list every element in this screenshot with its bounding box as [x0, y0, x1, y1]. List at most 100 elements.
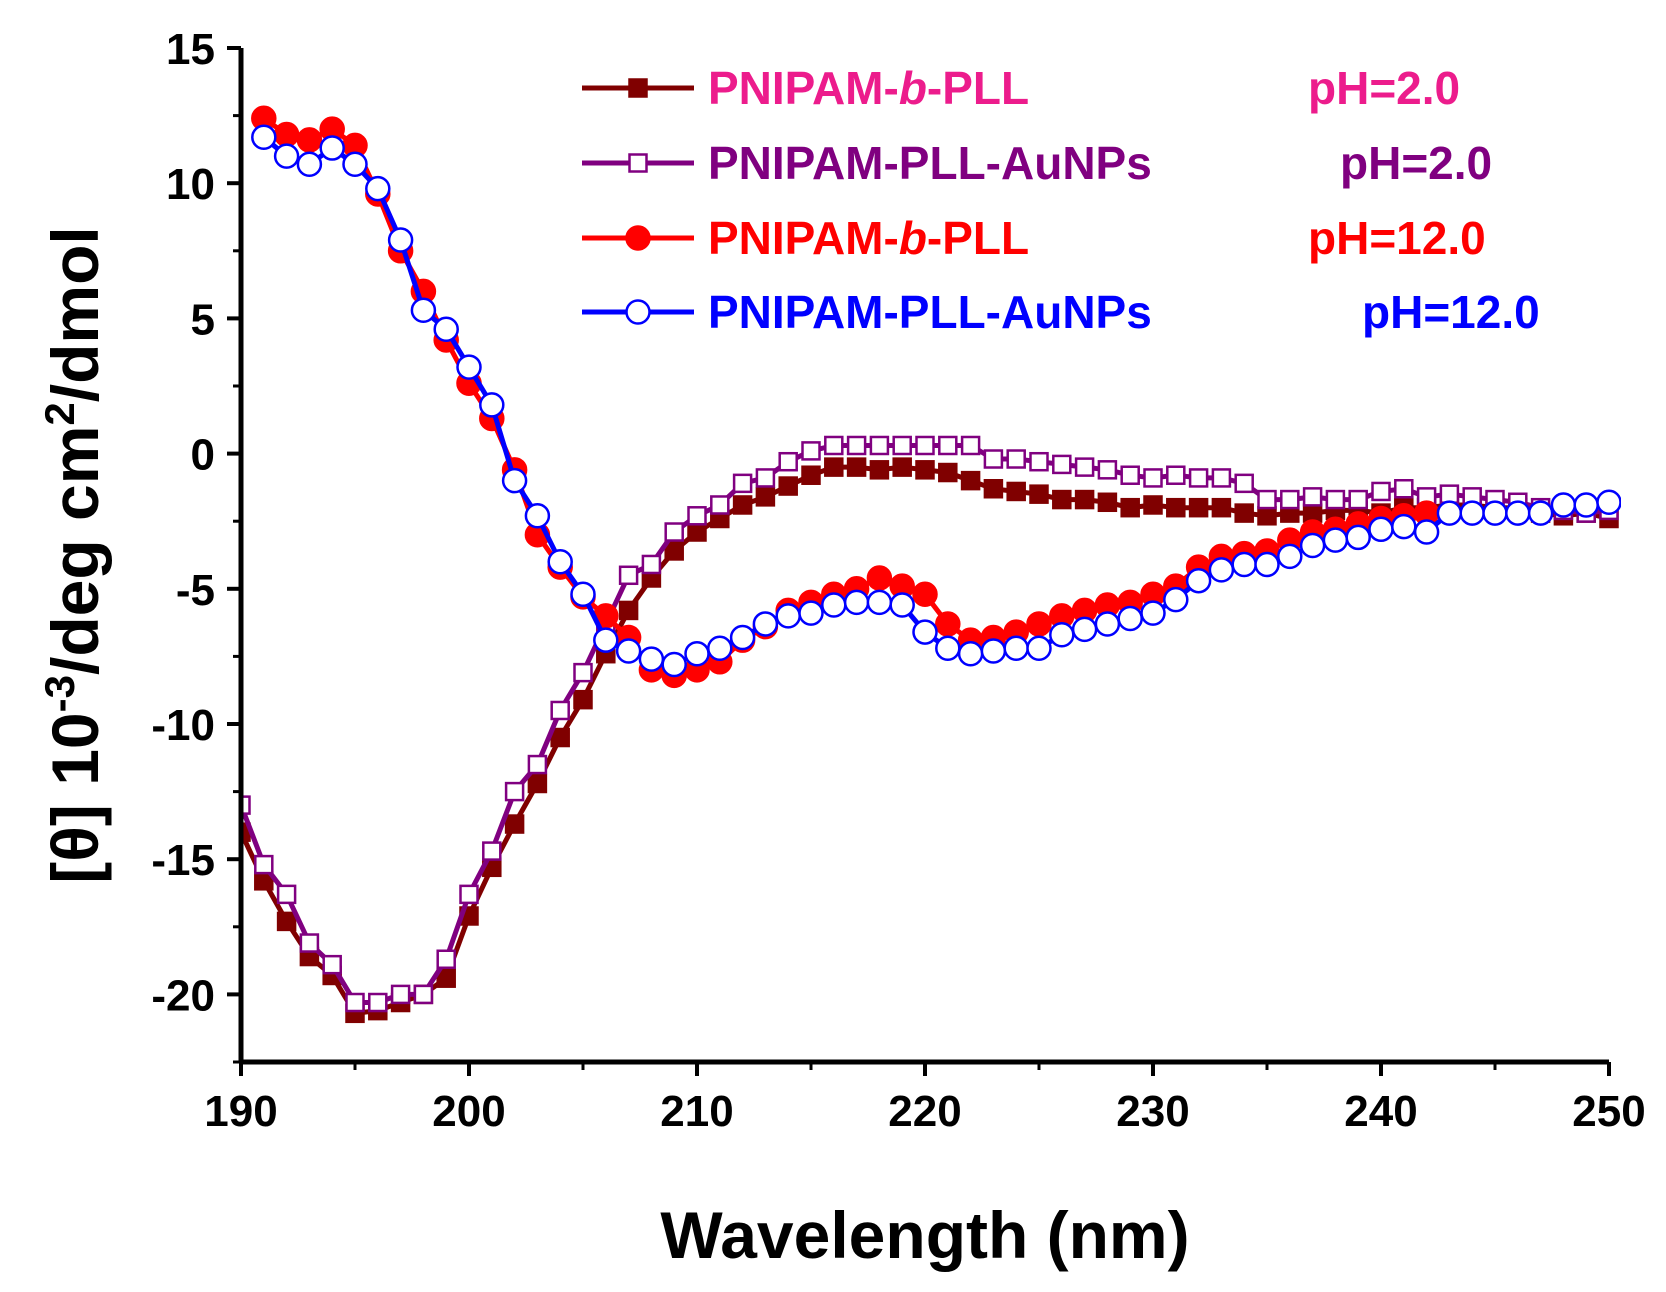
- data-point: [1234, 473, 1254, 494]
- data-point: [1143, 468, 1163, 488]
- data-point: [798, 600, 824, 626]
- series-4: [251, 124, 1621, 678]
- x-tick-label: 240: [1344, 1087, 1417, 1136]
- data-point: [687, 506, 707, 526]
- legend-label-part: PNIPAM-PLL-AuNPs: [708, 137, 1152, 189]
- data-point: [664, 541, 684, 561]
- data-point: [1394, 479, 1414, 499]
- data-point: [276, 911, 297, 932]
- data-point: [866, 589, 893, 616]
- data-point: [504, 814, 525, 834]
- y-tick-label: -10: [151, 701, 215, 750]
- data-point: [273, 121, 300, 148]
- y-axis-title-exponent-1: -3: [36, 675, 83, 712]
- data-point: [935, 611, 961, 637]
- data-point: [1436, 500, 1463, 526]
- data-point: [319, 135, 345, 161]
- legend-label-part: b: [899, 62, 927, 114]
- data-point: [1006, 481, 1026, 502]
- data-point: [479, 392, 505, 418]
- data-point: [1166, 497, 1186, 518]
- data-point: [707, 635, 733, 662]
- data-point: [1074, 457, 1095, 477]
- data-point: [1071, 616, 1098, 643]
- data-point: [273, 143, 300, 169]
- data-point: [547, 549, 573, 575]
- data-point: [775, 603, 801, 629]
- x-tick-label: 230: [1116, 1087, 1189, 1136]
- data-point: [1052, 454, 1072, 475]
- data-point: [1097, 460, 1118, 480]
- data-point: [504, 781, 525, 802]
- y-axis-title-suffix: /dmol: [38, 226, 112, 402]
- data-point: [1391, 513, 1417, 540]
- series-line: [241, 464, 1610, 1016]
- ticks-layer: 190 200 210 220 230 240 250 15 10 5 0 -5 -10 -15 -20: [151, 25, 1645, 1136]
- legend-entry-2: PNIPAM-PLL-AuNPs pH=2.0: [582, 137, 1492, 189]
- data-point: [778, 476, 798, 496]
- data-point: [1348, 489, 1368, 510]
- data-point: [1302, 503, 1323, 523]
- x-tick-label: 250: [1572, 1087, 1645, 1136]
- data-point: [570, 581, 596, 607]
- data-point: [1573, 492, 1599, 518]
- data-point: [1166, 465, 1186, 485]
- data-point: [1188, 468, 1209, 488]
- data-point: [1325, 489, 1346, 510]
- data-point: [387, 227, 414, 253]
- data-point: [892, 457, 912, 477]
- data-point: [1097, 492, 1118, 513]
- data-point: [365, 175, 391, 202]
- data-point: [866, 565, 893, 591]
- x-tick-label: 200: [432, 1087, 505, 1136]
- data-point: [1482, 500, 1508, 526]
- data-point: [1029, 451, 1049, 472]
- data-point: [573, 689, 593, 710]
- data-point: [241, 795, 251, 815]
- legend-entry-3: PNIPAM-b-PLL pH=12.0: [582, 212, 1486, 264]
- data-point: [824, 457, 844, 477]
- data-point: [615, 638, 642, 664]
- data-point: [729, 624, 756, 651]
- data-point: [413, 984, 434, 1005]
- data-point: [1163, 586, 1189, 613]
- legend-label-part: PNIPAM-PLL-AuNPs: [708, 286, 1152, 338]
- data-point: [527, 754, 548, 775]
- data-point: [1006, 449, 1026, 469]
- data-point: [1234, 503, 1254, 523]
- x-tick-label: 210: [660, 1087, 733, 1136]
- data-point: [1211, 468, 1232, 488]
- data-point: [912, 581, 938, 607]
- legend-label: PNIPAM-b-PLL: [708, 62, 1029, 114]
- data-point: [1299, 532, 1326, 559]
- data-point: [1459, 500, 1485, 526]
- data-point: [524, 503, 551, 529]
- data-point: [296, 127, 323, 153]
- data-point: [1211, 497, 1232, 518]
- data-point: [322, 954, 342, 975]
- y-tick-label: -5: [176, 566, 215, 615]
- data-point: [755, 468, 776, 488]
- data-point: [1413, 519, 1440, 545]
- data-point: [801, 441, 821, 461]
- data-point: [342, 151, 368, 178]
- legend-label-part: -PLL: [927, 212, 1029, 264]
- y-axis-title-exponent-2: 2: [36, 402, 83, 425]
- series-1: [241, 457, 1619, 1024]
- data-point: [846, 457, 867, 477]
- data-point: [821, 592, 847, 618]
- legend-marker: [628, 78, 648, 98]
- data-point: [251, 124, 277, 150]
- y-tick-label: 0: [191, 431, 215, 480]
- data-point: [869, 435, 890, 456]
- data-point: [938, 462, 958, 483]
- data-point: [299, 933, 320, 953]
- data-point: [1527, 500, 1554, 526]
- data-point: [892, 435, 912, 456]
- data-point: [593, 627, 619, 653]
- data-point: [618, 565, 639, 586]
- data-point: [1026, 635, 1052, 662]
- data-point: [935, 635, 961, 662]
- legend-entry-4: PNIPAM-PLL-AuNPs pH=12.0: [582, 286, 1540, 338]
